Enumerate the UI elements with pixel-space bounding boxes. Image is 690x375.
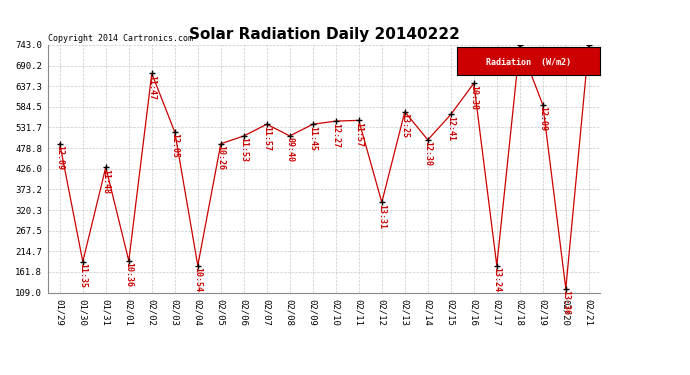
Title: Solar Radiation Daily 20140222: Solar Radiation Daily 20140222: [189, 27, 460, 42]
Text: 13:36: 13:36: [561, 290, 571, 315]
Text: 11:35: 11:35: [78, 263, 88, 288]
Text: 10:38: 10:38: [469, 85, 478, 109]
Text: 12:30: 12:30: [423, 141, 433, 166]
Text: 09:54: 09:54: [584, 46, 593, 71]
Text: 11:45: 11:45: [308, 126, 317, 151]
Text: 13:31: 13:31: [377, 204, 386, 229]
Text: 12:09: 12:09: [55, 145, 64, 170]
Text: 10:54: 10:54: [193, 267, 202, 292]
Text: 09:40: 09:40: [285, 137, 295, 162]
Text: 10:36: 10:36: [124, 262, 133, 287]
Text: 11:47: 11:47: [147, 75, 157, 100]
Text: Copyright 2014 Cartronics.com: Copyright 2014 Cartronics.com: [48, 33, 193, 42]
Text: 11:57: 11:57: [262, 126, 271, 151]
Text: 12:41: 12:41: [446, 116, 455, 141]
Text: 10:38: 10:38: [515, 46, 524, 71]
Text: 13:24: 13:24: [492, 267, 502, 292]
Text: 11:57: 11:57: [354, 122, 364, 147]
Text: 13:25: 13:25: [400, 113, 409, 138]
Text: 12:27: 12:27: [331, 123, 340, 147]
Text: 12:09: 12:09: [538, 106, 547, 131]
Text: 12:05: 12:05: [170, 134, 179, 159]
Text: 10:26: 10:26: [216, 145, 226, 170]
Text: 11:48: 11:48: [101, 169, 110, 194]
Text: 11:53: 11:53: [239, 137, 248, 162]
